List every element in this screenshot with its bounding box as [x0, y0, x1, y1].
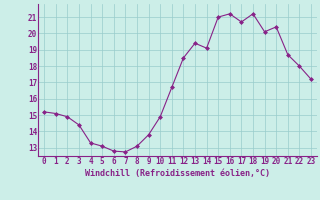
X-axis label: Windchill (Refroidissement éolien,°C): Windchill (Refroidissement éolien,°C)	[85, 169, 270, 178]
